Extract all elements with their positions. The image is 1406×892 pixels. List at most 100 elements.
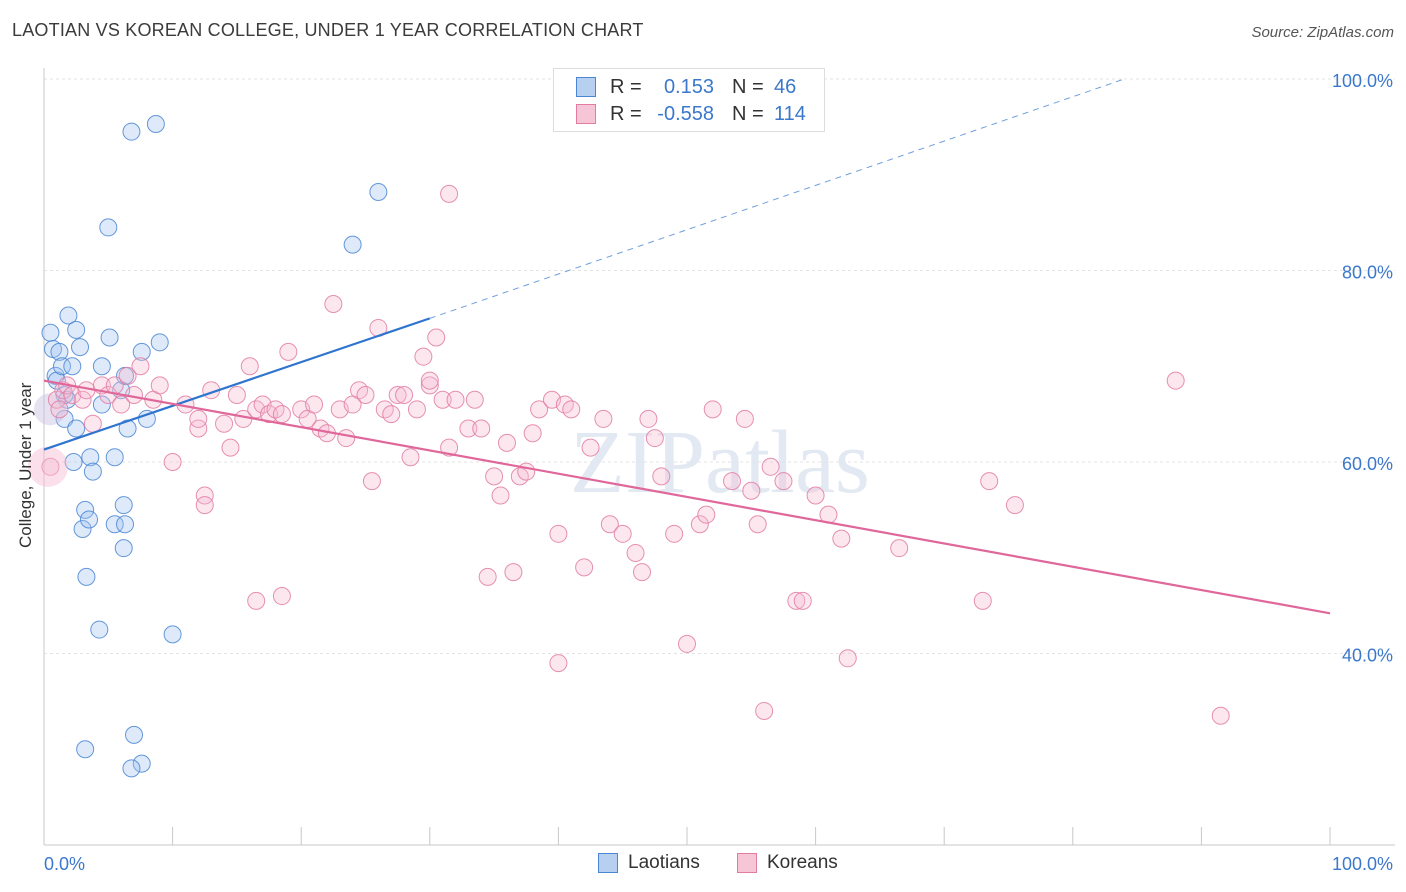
legend-item-laotians[interactable]: Laotians (598, 852, 700, 874)
data-point (652, 467, 671, 486)
data-point (581, 438, 600, 457)
data-point (523, 424, 542, 443)
data-point (980, 472, 999, 491)
data-point (645, 429, 664, 448)
data-point (189, 419, 208, 438)
data-point (427, 328, 446, 347)
data-point (272, 405, 291, 424)
data-point (613, 524, 632, 543)
data-point (632, 563, 651, 582)
tick-labels: 40.0% 60.0% 80.0% 100.0% 0.0% 100.0% (44, 71, 1393, 874)
data-point (73, 390, 92, 409)
data-point (600, 515, 619, 534)
data-point (247, 591, 266, 610)
stats-legend: R = 0.153 N = 46 R = -0.558 N = 114 (553, 68, 825, 132)
data-point (1166, 371, 1185, 390)
data-point (697, 505, 716, 524)
data-point (690, 515, 709, 534)
data-point (77, 567, 96, 586)
data-point (195, 496, 214, 515)
axes (43, 68, 1395, 846)
r-value-laotians: 0.153 (663, 75, 714, 98)
series-laotians (34, 115, 388, 778)
data-point (76, 740, 95, 759)
data-point (122, 759, 141, 778)
data-point (272, 587, 291, 606)
data-point (146, 115, 165, 134)
data-point (76, 500, 95, 519)
data-point (118, 366, 137, 385)
data-point (755, 701, 774, 720)
data-point (114, 496, 133, 515)
trend-lines (43, 78, 1331, 615)
n-value-laotians: 46 (774, 75, 797, 98)
chart-title: LAOTIAN VS KOREAN COLLEGE, UNDER 1 YEAR … (12, 20, 644, 40)
data-point (562, 400, 581, 419)
legend-item-koreans[interactable]: Koreans (737, 852, 838, 874)
koreans-legend-label: Koreans (767, 852, 838, 873)
data-point (132, 342, 151, 361)
y-tick-label: 80.0% (1342, 263, 1393, 283)
data-point (382, 405, 401, 424)
data-point (53, 357, 72, 376)
data-point (594, 409, 613, 428)
data-point (83, 462, 102, 481)
data-point (131, 357, 150, 376)
data-point (414, 347, 433, 366)
trend-line-laotians (43, 317, 431, 451)
data-point (150, 333, 169, 352)
data-point (92, 357, 111, 376)
data-point (665, 524, 684, 543)
laotians-swatch (576, 77, 596, 97)
y-tick-label: 60.0% (1342, 454, 1393, 474)
data-point (195, 486, 214, 505)
trend-line-koreans (43, 379, 1331, 615)
data-point (761, 457, 780, 476)
data-point (50, 400, 69, 419)
data-point (41, 457, 60, 476)
source-label: Source: ZipAtlas.com (1251, 24, 1394, 41)
trend-line-laotians-extension (429, 78, 1125, 319)
data-point (59, 306, 78, 325)
data-point (530, 400, 549, 419)
data-point (832, 529, 851, 548)
data-point (478, 567, 497, 586)
data-point (150, 376, 169, 395)
data-point (388, 385, 407, 404)
data-point (105, 515, 124, 534)
data-point (793, 591, 812, 610)
data-point (64, 453, 83, 471)
data-point (132, 754, 151, 773)
data-point (549, 524, 568, 543)
data-point (1211, 706, 1230, 725)
r-label: R = (610, 102, 642, 125)
data-point (58, 390, 77, 409)
data-point (99, 218, 118, 237)
data-point (100, 328, 119, 347)
r-value-koreans: -0.558 (657, 102, 714, 125)
data-point (163, 453, 182, 471)
data-point (504, 563, 523, 582)
data-point (973, 591, 992, 610)
data-point (112, 395, 131, 414)
data-point (114, 539, 133, 558)
data-point (401, 448, 420, 467)
n-label: N = (732, 102, 764, 125)
data-point (497, 433, 516, 452)
data-point (459, 419, 478, 438)
legend-row-koreans: R = -0.558 N = 114 (576, 102, 814, 126)
data-point (105, 448, 124, 467)
data-point (362, 472, 381, 491)
data-point (420, 371, 439, 390)
data-point (67, 320, 86, 339)
data-point (125, 725, 144, 744)
data-point (337, 429, 356, 448)
data-point (67, 419, 86, 438)
data-point (433, 390, 452, 409)
data-point (369, 182, 388, 201)
data-point (626, 543, 645, 562)
r-label: R = (610, 75, 642, 98)
data-point (639, 409, 658, 428)
data-point (163, 625, 182, 644)
x-tick-label: 0.0% (44, 854, 85, 874)
